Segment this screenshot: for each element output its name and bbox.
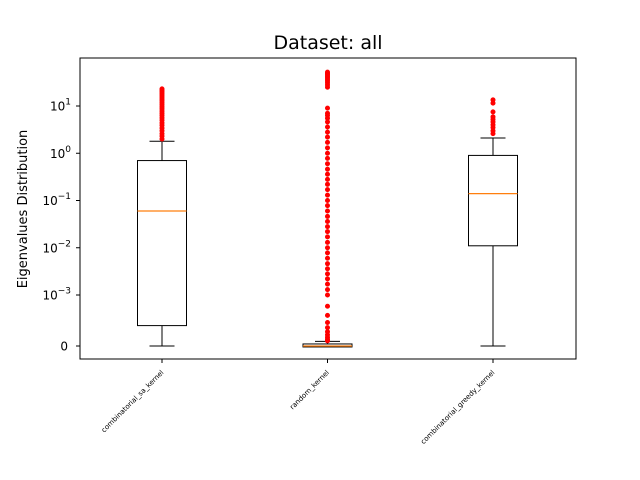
outlier-point (324, 161, 330, 167)
outlier-point (324, 213, 330, 219)
outlier-point (324, 234, 330, 240)
outlier-point (324, 124, 330, 130)
outlier-point (324, 245, 330, 251)
outlier-point (324, 276, 330, 282)
outlier-point (324, 155, 330, 161)
outlier-point (324, 287, 330, 293)
y-tick-label: 10−1 (42, 192, 71, 208)
y-tick-label: 101 (50, 98, 71, 114)
outlier-point (324, 325, 330, 331)
outlier-point (490, 114, 496, 120)
y-tick-label: 10−3 (42, 287, 71, 303)
outlier-point (324, 176, 330, 182)
outlier-point (324, 208, 330, 214)
outlier-point (490, 109, 496, 115)
outlier-point (324, 203, 330, 209)
outlier-point (324, 129, 330, 135)
outlier-point (324, 261, 330, 267)
outlier-point (324, 239, 330, 245)
outlier-point (324, 224, 330, 230)
outlier-point (324, 255, 330, 261)
outlier-point (324, 250, 330, 256)
outlier-point (324, 320, 330, 326)
outlier-point (324, 192, 330, 198)
outlier-point (324, 329, 330, 335)
outlier-point (324, 145, 330, 151)
outlier-point (324, 303, 330, 309)
y-axis-label: Eigenvalues Distribution (16, 130, 31, 289)
outlier-point (324, 218, 330, 224)
outlier-point (324, 171, 330, 177)
outlier-point (324, 69, 330, 75)
outlier-point (324, 198, 330, 204)
outlier-point (324, 266, 330, 272)
y-tick-label: 0 (60, 340, 68, 354)
outlier-point (159, 86, 165, 92)
axes-frame (79, 57, 577, 360)
outlier-point (490, 97, 496, 103)
outlier-point (324, 134, 330, 140)
outlier-point (324, 292, 330, 298)
outlier-point (324, 139, 330, 145)
outlier-point (324, 271, 330, 277)
box-iqr (137, 160, 187, 327)
outlier-point (324, 166, 330, 172)
outlier-point (324, 312, 330, 318)
outlier-point (324, 110, 330, 116)
outlier-point (324, 187, 330, 193)
outlier-point (324, 150, 330, 156)
y-tick-label: 10−2 (42, 239, 71, 255)
outlier-point (324, 181, 330, 187)
y-tick-label: 100 (50, 145, 71, 161)
outlier-point (324, 281, 330, 287)
outlier-point (324, 105, 330, 111)
chart-title: Dataset: all (273, 32, 382, 54)
outlier-point (324, 229, 330, 235)
box-iqr (468, 154, 518, 247)
